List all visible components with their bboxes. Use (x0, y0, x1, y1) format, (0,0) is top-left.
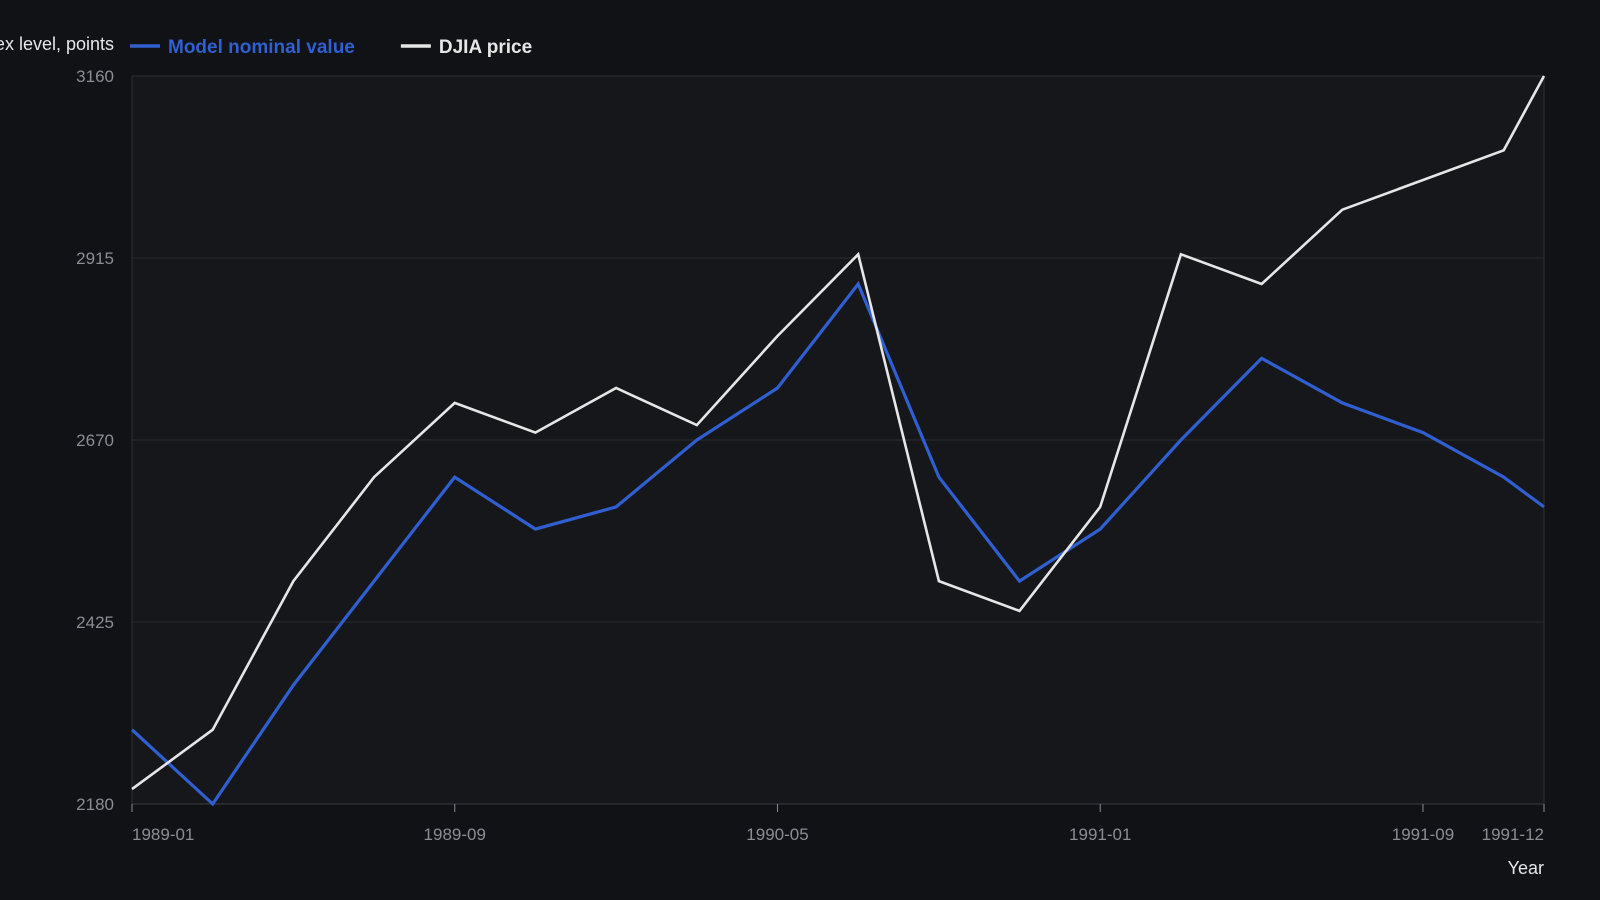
x-tick-label: 1989-09 (424, 825, 486, 844)
x-tick-label: 1991-01 (1069, 825, 1131, 844)
x-tick-label: 1991-12 (1482, 825, 1544, 844)
y-tick-label: 2180 (76, 795, 114, 814)
y-tick-label: 2915 (76, 249, 114, 268)
legend-label: DJIA price (439, 37, 532, 58)
series-line-model-nominal-value (130, 280, 1545, 807)
y-axis-title: Index level, points (0, 34, 114, 54)
x-tick-label: 1991-09 (1392, 825, 1454, 844)
y-tick-label: 2425 (76, 613, 114, 632)
legend: Model nominal value DJIA price (130, 37, 532, 58)
x-tick-label: 1990-05 (746, 825, 808, 844)
y-tick-label: 2670 (76, 431, 114, 450)
legend-label: Model nominal value (168, 37, 355, 58)
series-lines (130, 75, 1546, 807)
x-axis-title: Year (1508, 858, 1544, 878)
y-tick-label: 3160 (76, 67, 114, 86)
axes: 2180 2425 2670 2915 3160 1989-01 1989-09 1990-0… (76, 67, 1545, 844)
x-tick-label: 1989-01 (132, 825, 194, 844)
series-line-djia-price (131, 75, 1546, 791)
